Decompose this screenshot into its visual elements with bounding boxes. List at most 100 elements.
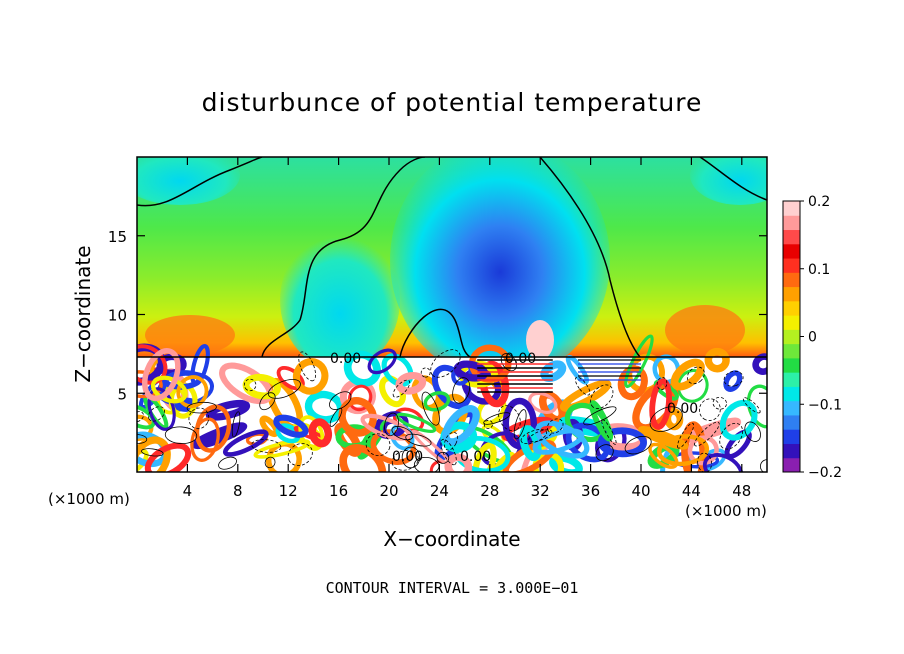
orange-anomaly-left bbox=[145, 315, 235, 355]
eddy-band bbox=[597, 427, 647, 458]
eddy-band bbox=[253, 438, 311, 459]
x-tick-label: 32 bbox=[531, 482, 550, 500]
cyan-anomaly-top-right bbox=[690, 157, 767, 205]
eddy-contour bbox=[329, 391, 352, 410]
colorbar-swatch bbox=[783, 215, 800, 231]
orange-anomaly-right bbox=[665, 305, 745, 355]
eddy-contour bbox=[141, 448, 164, 457]
eddy-band bbox=[723, 370, 743, 392]
eddy-contour bbox=[677, 422, 695, 449]
colorbar-tick-label: 0 bbox=[808, 330, 817, 346]
eddy-contour bbox=[698, 398, 721, 421]
y-tick-label: 5 bbox=[117, 385, 127, 403]
colorbar-swatch bbox=[783, 386, 800, 402]
eddy-band bbox=[142, 348, 181, 402]
wave-stripes bbox=[477, 359, 641, 393]
eddy-contour bbox=[267, 379, 301, 399]
colorbar-swatch bbox=[783, 229, 800, 245]
eddy-contour bbox=[742, 397, 761, 414]
x-tick-label: 44 bbox=[682, 482, 701, 500]
eddy-band bbox=[656, 434, 710, 467]
eddy-contour bbox=[595, 444, 614, 462]
colorbar-tick-label: 0.1 bbox=[808, 262, 830, 278]
warm-anomaly-center bbox=[526, 320, 554, 360]
x-tick-label: 48 bbox=[732, 482, 751, 500]
eddy-band bbox=[137, 436, 171, 472]
eddy-contour bbox=[401, 446, 421, 469]
x-tick-label: 16 bbox=[329, 482, 348, 500]
colorbar-swatch bbox=[783, 315, 800, 330]
contour-label: 0.00 bbox=[667, 401, 698, 417]
eddy-contour bbox=[760, 459, 767, 472]
eddy-contour bbox=[440, 438, 457, 466]
eddy-band bbox=[453, 360, 489, 382]
eddy-contour bbox=[649, 406, 683, 432]
eddy-contour bbox=[697, 452, 712, 472]
colorbar-swatch bbox=[783, 243, 800, 259]
eddy-band bbox=[702, 453, 744, 472]
x-axis: 4 8 12 16 20 24 28 32 36 40 44 48 bbox=[183, 157, 751, 500]
eddy-contour bbox=[164, 426, 198, 445]
eddy-band bbox=[292, 358, 329, 395]
eddy-band bbox=[617, 365, 648, 401]
colorbar-swatch bbox=[783, 258, 800, 273]
heatmap-field bbox=[137, 157, 767, 472]
colorbar-swatch bbox=[783, 343, 800, 359]
colorbar-swatch bbox=[783, 201, 800, 216]
eddy-band bbox=[137, 403, 156, 430]
eddy-band bbox=[453, 436, 511, 472]
eddy-contour bbox=[590, 384, 614, 409]
eddy-contour bbox=[259, 392, 276, 411]
contour-interval-note: CONTOUR INTERVAL = 3.000E−01 bbox=[326, 579, 579, 597]
eddy-band bbox=[719, 399, 758, 441]
eddy-band bbox=[259, 415, 280, 438]
eddy-band bbox=[649, 378, 672, 430]
chart-title: disturbunce of potential temperature bbox=[202, 88, 703, 117]
eddy-band bbox=[308, 418, 333, 448]
eddy-contour bbox=[583, 406, 617, 426]
colorbar-swatch bbox=[783, 414, 800, 430]
colorbar-swatch bbox=[783, 329, 800, 345]
zero-contour-small bbox=[399, 308, 471, 358]
x-tick-label: 36 bbox=[581, 482, 600, 500]
eddy-band bbox=[624, 334, 654, 389]
x-tick-label: 40 bbox=[631, 482, 650, 500]
contour-label: 0.00 bbox=[392, 449, 423, 465]
eddy-contour bbox=[384, 412, 399, 437]
eddy-band bbox=[528, 391, 558, 414]
eddy-contour bbox=[528, 429, 553, 443]
eddy-contour bbox=[444, 431, 458, 451]
eddy-band bbox=[746, 384, 767, 429]
contour-label: 0.00 bbox=[505, 351, 536, 367]
eddy-contour bbox=[694, 421, 720, 447]
eddy-contour bbox=[436, 451, 450, 464]
eddy-band bbox=[242, 373, 281, 400]
x-unit-left: (×1000 m) bbox=[48, 490, 130, 508]
eddy-band bbox=[648, 442, 679, 469]
colorbar-tick-label: −0.1 bbox=[808, 397, 842, 413]
colorbar-tick-label: −0.2 bbox=[808, 465, 842, 481]
colorbar-swatch bbox=[783, 357, 800, 373]
eddy-contour bbox=[264, 456, 276, 469]
colorbar-swatch bbox=[783, 272, 800, 288]
colorbar-swatch bbox=[783, 457, 800, 473]
cyan-anomaly-top-left bbox=[137, 157, 240, 205]
eddy-band bbox=[670, 358, 705, 391]
eddy-contour bbox=[656, 377, 668, 391]
eddy-contour bbox=[601, 419, 617, 445]
x-tick-label: 4 bbox=[183, 482, 193, 500]
eddy-contour bbox=[365, 433, 391, 456]
eddy-band bbox=[190, 417, 220, 462]
eddy-contour bbox=[513, 409, 527, 440]
eddy-band bbox=[502, 397, 538, 450]
eddy-band bbox=[532, 428, 585, 455]
eddy-contour bbox=[520, 429, 547, 445]
blue-anomaly-center bbox=[390, 157, 610, 380]
x-tick-label: 20 bbox=[379, 482, 398, 500]
eddy-contour bbox=[430, 349, 461, 378]
colorbar-swatch bbox=[783, 286, 800, 302]
cyan-anomaly-left bbox=[280, 230, 400, 370]
y-tick-label: 10 bbox=[108, 307, 127, 325]
contour-label: 0.00 bbox=[460, 449, 491, 465]
colorbar-swatch bbox=[783, 443, 800, 459]
